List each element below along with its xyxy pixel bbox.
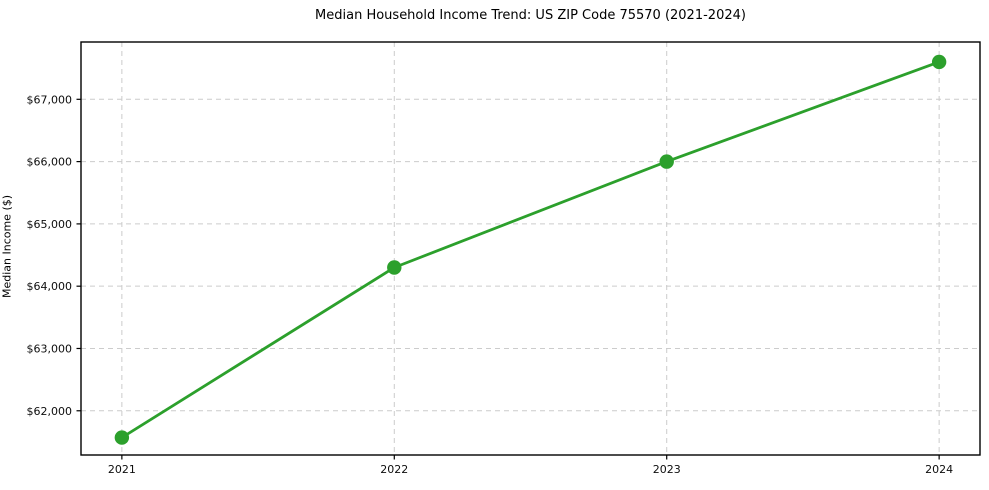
y-axis-label: Median Income ($)	[0, 194, 14, 299]
y-tick-label: $64,000	[27, 280, 73, 293]
plot-border	[80, 41, 981, 456]
data-point	[387, 260, 402, 275]
x-tick-label: 2023	[653, 463, 681, 476]
data-point	[931, 54, 947, 70]
chart-title: Median Household Income Trend: US ZIP Co…	[315, 8, 746, 23]
y-tick-label: $62,000	[27, 405, 73, 418]
y-tick-label: $63,000	[27, 342, 73, 355]
y-tick-label: $67,000	[27, 93, 73, 106]
y-tick-label: $66,000	[27, 156, 73, 169]
data-point	[659, 154, 674, 169]
trend-line	[120, 60, 941, 439]
y-tick-label: $65,000	[27, 218, 73, 231]
x-tick-label: 2024	[925, 463, 953, 476]
data-point	[114, 430, 130, 445]
x-tick-label: 2021	[108, 463, 136, 476]
x-tick-label: 2022	[380, 463, 408, 476]
